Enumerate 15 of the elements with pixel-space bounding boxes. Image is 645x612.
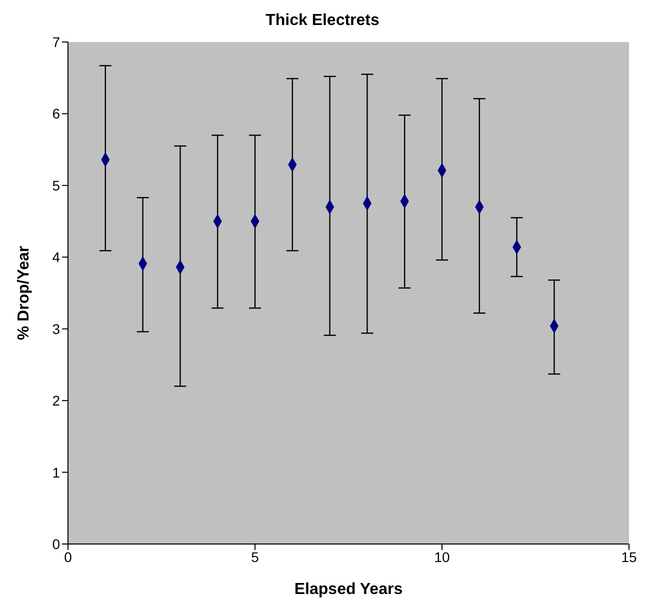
x-tick-label: 0 [64, 548, 72, 565]
x-tick-label: 5 [251, 548, 260, 565]
y-tick-label: 6 [52, 106, 60, 122]
x-axis-title: Elapsed Years [294, 581, 403, 598]
y-tick-label: 3 [52, 320, 60, 337]
y-tick-label: 7 [52, 34, 60, 50]
y-tick-label: 5 [52, 177, 60, 194]
y-axis-title: % Drop/Year [16, 246, 33, 340]
y-tick-label: 2 [52, 392, 60, 409]
chart-title: Thick Electrets [264, 11, 380, 31]
y-tick-label: 4 [52, 249, 60, 266]
y-tick-label: 1 [52, 464, 60, 480]
x-tick-label: 15 [621, 548, 637, 565]
x-tick-label: 10 [434, 548, 450, 565]
y-tick-label: 0 [52, 536, 60, 552]
